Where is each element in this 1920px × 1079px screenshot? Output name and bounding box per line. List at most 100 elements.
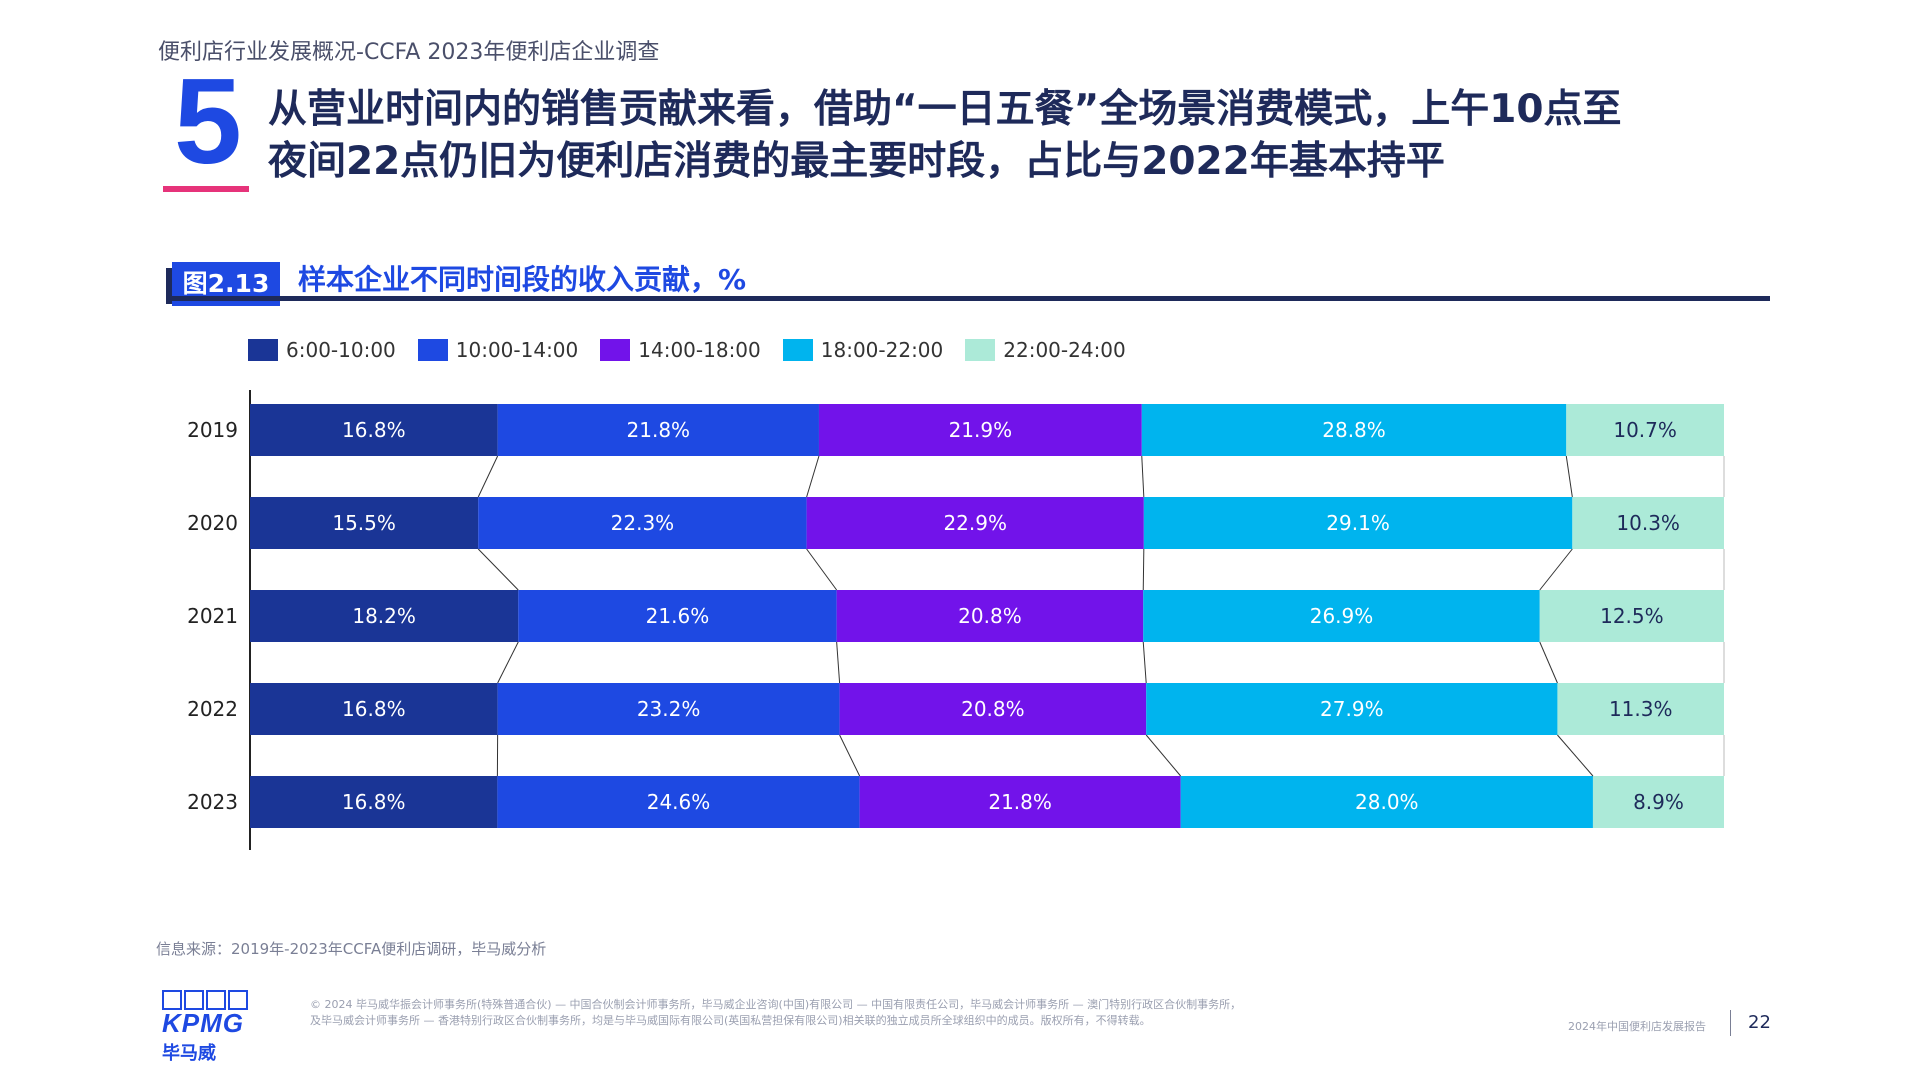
bar-segment (1143, 590, 1540, 642)
bar-segment (839, 683, 1147, 735)
bar-segment (836, 590, 1144, 642)
connector-line (1565, 455, 1573, 498)
figure-title-rule (166, 296, 1770, 301)
data-label: 29.1% (1326, 511, 1390, 535)
connector-line (806, 455, 820, 498)
data-label: 28.0% (1355, 790, 1419, 814)
chart-legend: 6:00-10:00 10:00-14:00 14:00-18:00 18:00-22… (248, 338, 1148, 362)
bar-segment (478, 497, 807, 549)
category-label: 2021 (187, 604, 238, 628)
footer-report-name: 2024年中国便利店发展报告 (1568, 1020, 1706, 1033)
bar-segment (1566, 404, 1724, 456)
breadcrumb: 便利店行业发展概况-CCFA 2023年便利店企业调查 (158, 40, 660, 65)
data-label: 22.9% (943, 511, 1007, 535)
bar-segment (1592, 776, 1724, 828)
bar-segment (1146, 683, 1558, 735)
data-label: 27.9% (1320, 697, 1384, 721)
legend-item: 14:00-18:00 (600, 338, 761, 362)
data-label: 21.9% (949, 418, 1013, 442)
legend-label: 14:00-18:00 (638, 338, 761, 362)
bar-segment (818, 404, 1142, 456)
bar-segment (1539, 590, 1724, 642)
data-label: 18.2% (352, 604, 416, 628)
section-number: 5 (174, 53, 242, 189)
bar-segment (497, 683, 840, 735)
legal-line-1: © 2024 毕马威华振会计师事务所(特殊普通合伙) — 中国合伙制会计师事务所… (310, 998, 1242, 1011)
connector-line (839, 734, 861, 777)
figure-title: 样本企业不同时间段的收入贡献，% (298, 263, 747, 296)
connector-line (477, 548, 519, 591)
bar-segment (1557, 683, 1724, 735)
data-label: 8.9% (1633, 790, 1684, 814)
legend-item: 6:00-10:00 (248, 338, 396, 362)
connector-line (497, 641, 519, 684)
bar-segment (1572, 497, 1724, 549)
legend-label: 22:00-24:00 (1003, 338, 1126, 362)
data-label: 21.8% (627, 418, 691, 442)
data-label: 24.6% (647, 790, 711, 814)
data-label: 21.6% (646, 604, 710, 628)
kpmg-logo-cn: 毕马威 (162, 1043, 216, 1064)
data-label: 20.8% (958, 604, 1022, 628)
headline-line-1: 从营业时间内的销售贡献来看，借助“一日五餐”全场景消费模式，上午10点至 (268, 87, 1622, 132)
data-label: 20.8% (961, 697, 1025, 721)
bar-segment (250, 683, 498, 735)
bar-segment (250, 404, 498, 456)
legend-swatch (965, 339, 996, 361)
bar-segment (806, 497, 1144, 549)
legend-swatch (782, 339, 813, 361)
source-note: 信息来源：2019年-2023年CCFA便利店调研，毕马威分析 (156, 940, 547, 958)
category-label: 2020 (187, 511, 238, 535)
bar-segment (497, 404, 819, 456)
connector-line (1539, 548, 1573, 591)
legal-line-2: 及毕马威会计师事务所 — 香港特别行政区合伙制事务所，均是与毕马威国际有限公司(… (310, 1014, 1151, 1027)
data-label: 23.2% (637, 697, 701, 721)
kpmg-logo-boxes (162, 990, 250, 1010)
footer-separator (1730, 1010, 1731, 1036)
connector-line (1539, 641, 1558, 684)
legend-label: 6:00-10:00 (286, 338, 396, 362)
legend-item: 18:00-22:00 (782, 338, 944, 362)
category-label: 2022 (187, 697, 238, 721)
bar-segment (1180, 776, 1593, 828)
legend-item: 10:00-14:00 (417, 338, 579, 362)
headline-line-2: 夜间22点仍旧为便利店消费的最主要时段，占比与2022年基本持平 (268, 139, 1445, 184)
legend-label: 18:00-22:00 (820, 338, 944, 362)
legend-item: 22:00-24:00 (965, 338, 1126, 362)
data-label: 16.8% (342, 790, 406, 814)
bar-segment (859, 776, 1181, 828)
data-label: 21.8% (988, 790, 1052, 814)
connector-line (836, 641, 841, 684)
legend-swatch (248, 339, 278, 361)
data-label: 11.3% (1609, 697, 1673, 721)
bar-segment (497, 776, 860, 828)
kpmg-logo-text: KPMG (162, 1008, 244, 1038)
connector-line (1557, 734, 1594, 777)
legend-swatch (600, 339, 631, 361)
connector-line (1142, 641, 1147, 684)
kpmg-logo: KPMG 毕马威 (162, 990, 250, 1065)
bar-segment (1141, 404, 1567, 456)
data-label: 15.5% (332, 511, 396, 535)
category-label: 2019 (187, 418, 238, 442)
page-number: 22 (1748, 1012, 1771, 1033)
connector-line (1141, 455, 1145, 498)
section-underline (163, 186, 249, 192)
bar-segment (518, 590, 837, 642)
category-label: 2023 (187, 790, 238, 814)
data-label: 12.5% (1600, 604, 1664, 628)
bar-segment (250, 776, 498, 828)
bar-segment (1143, 497, 1573, 549)
data-label: 16.8% (342, 697, 406, 721)
connector-line (1145, 734, 1182, 777)
data-label: 22.3% (611, 511, 675, 535)
data-label: 10.3% (1616, 511, 1680, 535)
data-label: 10.7% (1613, 418, 1677, 442)
data-label: 16.8% (342, 418, 406, 442)
connector-line (477, 455, 499, 498)
legend-label: 10:00-14:00 (455, 338, 579, 362)
data-label: 26.9% (1310, 604, 1374, 628)
connector-line (806, 548, 838, 591)
bar-segment (250, 590, 519, 642)
